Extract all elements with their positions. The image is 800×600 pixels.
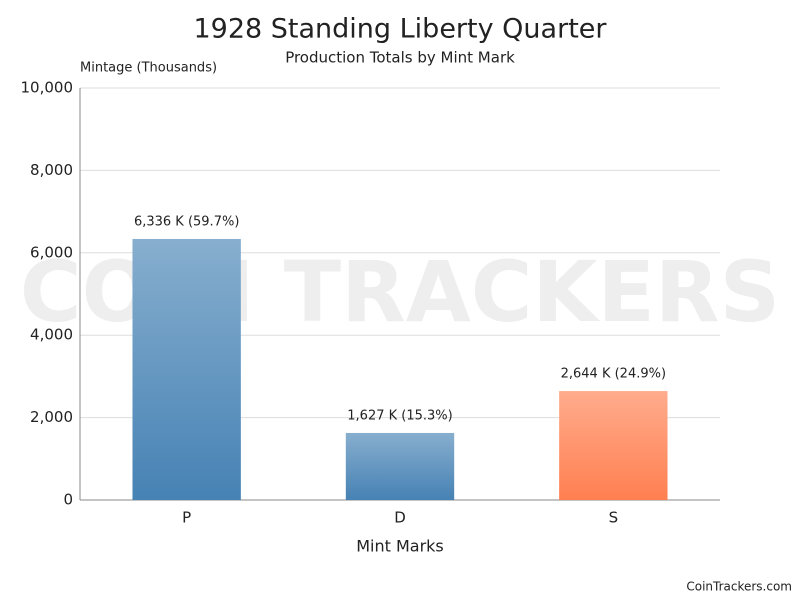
y-tick-label: 2,000 (30, 408, 73, 426)
y-tick-label: 4,000 (30, 326, 73, 344)
x-tick-label: S (609, 509, 619, 527)
y-tick-label: 6,000 (30, 243, 73, 261)
chart-subtitle: Production Totals by Mint Mark (285, 49, 515, 67)
footer: CoinTrackers.com (686, 580, 792, 594)
x-tick-label: D (394, 509, 406, 527)
bar (132, 238, 241, 501)
y-axis-title: Mintage (Thousands) (80, 61, 217, 76)
x-tick-label: P (182, 509, 191, 527)
y-tick-label: 0 (63, 491, 73, 509)
y-tick-label: 8,000 (30, 161, 73, 179)
x-axis-title: Mint Marks (356, 537, 444, 556)
value-label: 6,336 K (59.7%) (134, 214, 239, 229)
y-tick-label: 10,000 (21, 79, 74, 97)
value-label: 2,644 K (24.9%) (561, 367, 666, 382)
bar (345, 432, 455, 500)
bar (559, 391, 668, 500)
chart-title: 1928 Standing Liberty Quarter (193, 14, 607, 45)
value-label: 1,627 K (15.3%) (347, 408, 452, 423)
